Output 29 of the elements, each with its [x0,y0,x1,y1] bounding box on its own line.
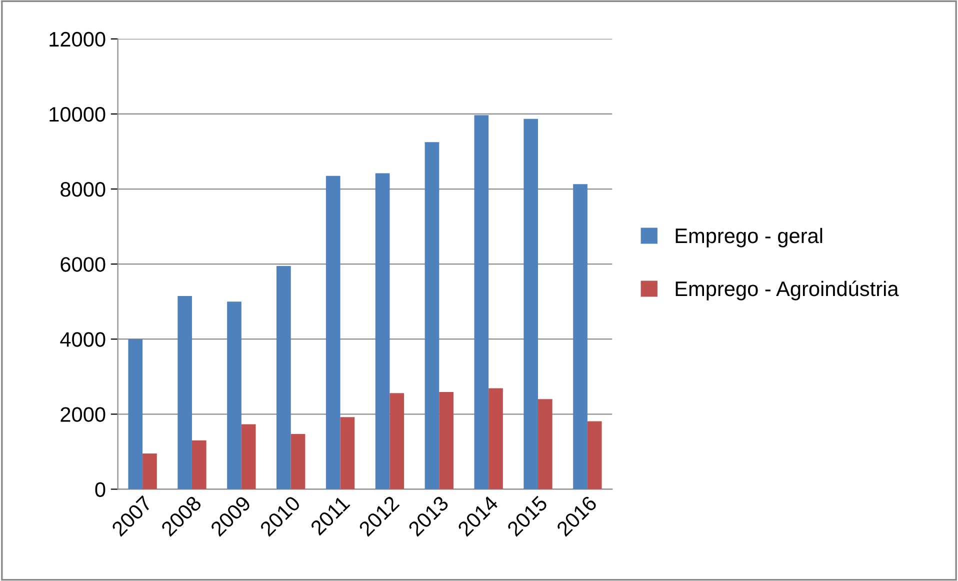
bar [524,118,538,490]
bar [276,266,291,490]
bar [192,440,206,490]
y-tick-label: 0 [95,482,106,497]
bar [375,173,390,490]
bar [573,184,588,490]
y-tick-label: 10000 [50,106,106,122]
bar [488,388,503,490]
legend-label: Emprego - Agroindústria [676,280,899,300]
y-tick-label: 12000 [50,32,106,47]
bar [390,393,404,490]
bar [439,392,454,490]
bar [587,421,602,490]
y-tick-label: 8000 [60,182,106,197]
legend-label: Emprego - geral [676,228,822,248]
y-tick-label: 2000 [60,407,106,422]
bar [340,417,355,490]
y-tick-label: 4000 [60,332,106,347]
bar [227,302,242,490]
bar [538,399,552,490]
bar [474,115,489,490]
bar [128,339,143,490]
bar [290,434,306,490]
bar [142,454,157,490]
bar [424,142,440,490]
y-tick-label: 6000 [60,257,106,272]
bar [241,424,256,490]
bar [326,176,340,490]
bar [178,296,192,490]
